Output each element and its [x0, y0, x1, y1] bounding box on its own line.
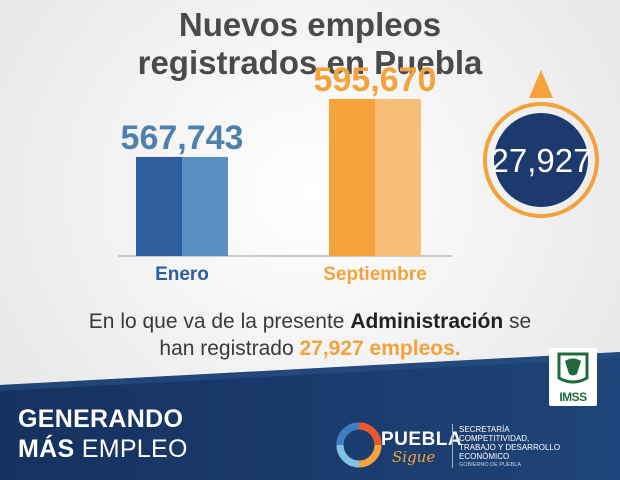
description: En lo que va de la presente Administraci…: [20, 308, 600, 362]
description-strong: Administración: [350, 310, 504, 333]
imss-eagle-icon: [557, 352, 589, 384]
category-label-septiembre: Septiembre: [323, 264, 426, 285]
secretaria-block: SECRETARÍA COMPETITIVIDAD, TRABAJO Y DES…: [459, 425, 609, 470]
imss-text: IMSS: [559, 390, 587, 404]
slogan-line-1: GENERANDO: [18, 405, 184, 433]
title-line-1: Nuevos empleos: [178, 6, 442, 43]
slogan: GENERANDO MÁS EMPLEO: [18, 404, 188, 464]
category-label-enero: Enero: [155, 264, 209, 285]
logo-separator: [452, 424, 453, 468]
bar-chart: 567,743 Enero 595,670 Septiembre 27,927: [118, 61, 599, 285]
slogan-bold: MÁS: [18, 435, 75, 463]
description-highlight: 27,927 empleos.: [299, 337, 461, 360]
sigue-word: Sigue: [392, 448, 436, 466]
title-line-2: registrados en Puebla: [137, 44, 483, 81]
puebla-ring-icon: [336, 422, 382, 468]
data-label-septiembre: 595,670: [314, 61, 437, 99]
slogan-rest: EMPLEO: [74, 435, 188, 463]
competitividad-1: COMPETITIVIDAD,: [459, 434, 530, 443]
increase-label: 27,927: [491, 142, 592, 179]
description-part2: se: [503, 310, 532, 333]
description-line2: han registrado: [159, 337, 300, 360]
bar-septiembre: [329, 98, 375, 257]
puebla-word: PUEBLA: [381, 429, 463, 450]
up-arrow-icon: [529, 70, 553, 98]
bar-highlight-septiembre: [375, 98, 421, 257]
increase-badge: 27,927: [483, 70, 599, 218]
competitividad-3: ECONÓMICO: [459, 452, 510, 461]
chart-title: Nuevos empleos registrados en Puebla: [0, 6, 620, 82]
bar-enero: [136, 156, 182, 256]
data-label-enero: 567,743: [121, 119, 244, 157]
badge-circle: [494, 113, 588, 207]
competitividad-2: TRABAJO Y DESARROLLO: [459, 443, 561, 452]
description-part1: En lo que va de la presente: [88, 310, 351, 333]
badge-ring: [483, 102, 599, 218]
imss-logo: IMSS: [549, 348, 597, 406]
gobierno-label: GOBIERNO DE PUEBLA: [459, 462, 522, 468]
bar-highlight-enero: [182, 156, 228, 256]
secretaria-label: SECRETARÍA: [459, 425, 510, 434]
